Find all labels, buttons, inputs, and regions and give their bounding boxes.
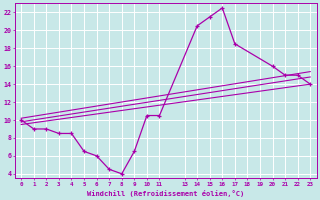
X-axis label: Windchill (Refroidissement éolien,°C): Windchill (Refroidissement éolien,°C) (87, 190, 244, 197)
